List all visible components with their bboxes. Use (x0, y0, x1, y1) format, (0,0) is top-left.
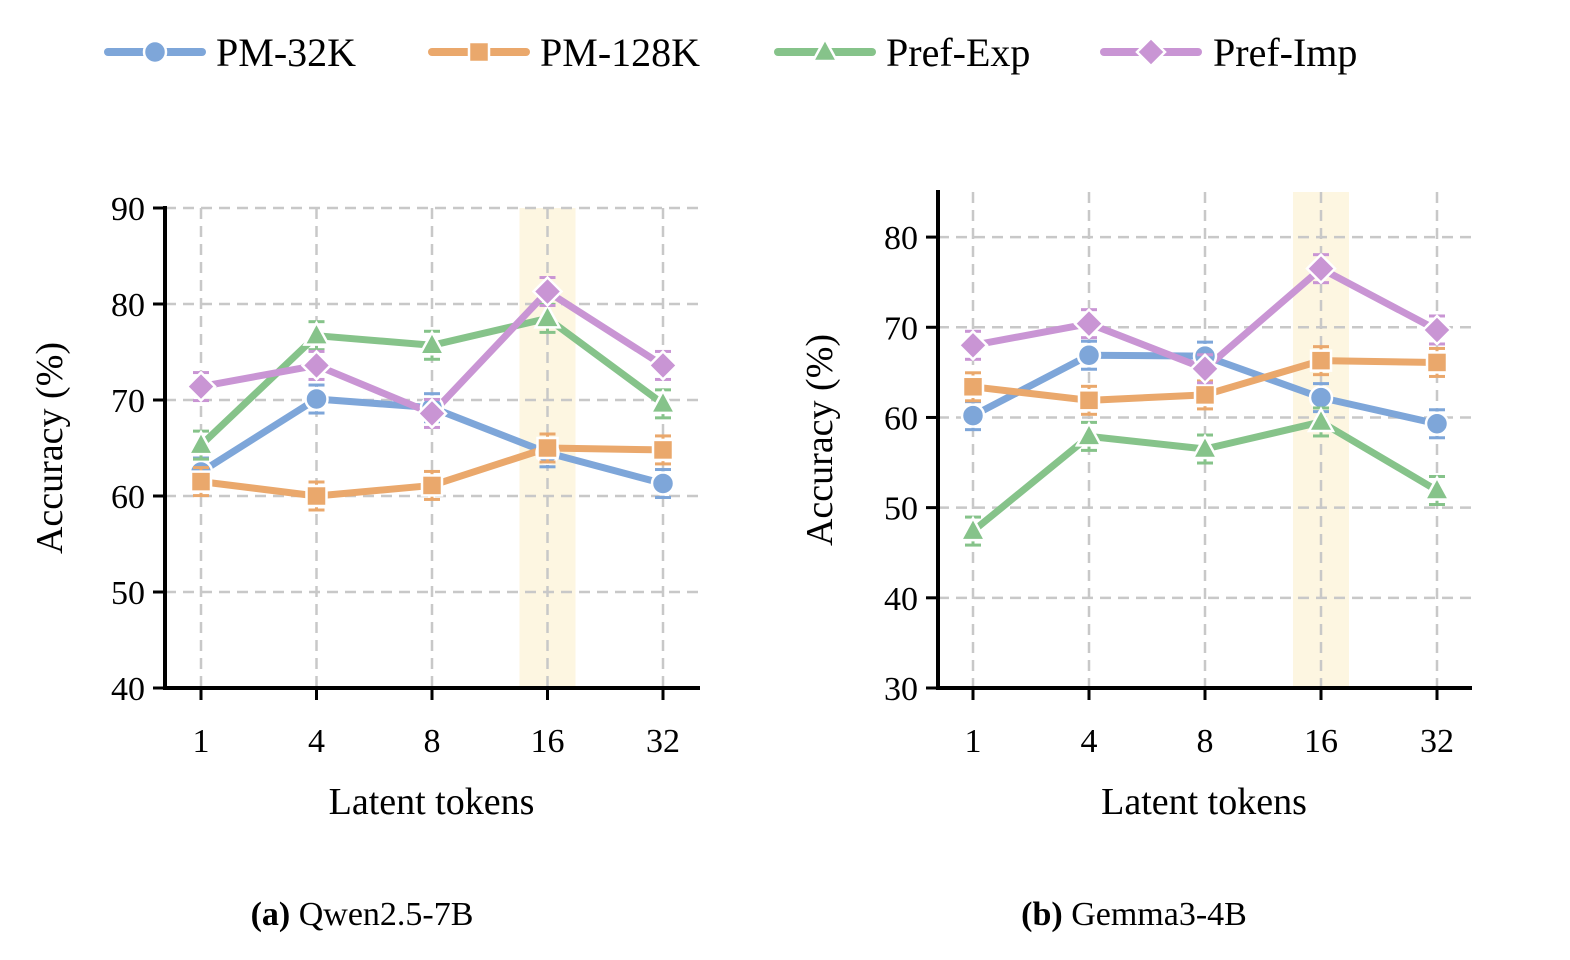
data-point-pm-32k (1424, 411, 1450, 437)
chart-panel-qwen: 40 50 60 70 80 90 1 4 8 16 32 Latent tokens Accura… (29, 191, 700, 933)
y-tick-label: 40 (111, 671, 145, 708)
x-tick-label: 8 (1197, 723, 1214, 760)
data-point-pm-128k (420, 474, 444, 497)
data-point-pm-128k (536, 436, 559, 460)
data-point-pref-imp (957, 329, 989, 362)
x-tick-label: 32 (1420, 723, 1454, 760)
y-tick-label: 70 (111, 383, 145, 420)
data-point-pref-imp (1073, 307, 1105, 340)
data-point-pm-32k (1308, 385, 1334, 410)
caption-text-qwen: Qwen2.5-7B (299, 896, 474, 933)
legend-label-pref-exp: Pref-Exp (886, 30, 1030, 75)
data-point-pref-imp (1421, 314, 1453, 346)
caption-prefix-qwen: (a) (251, 896, 291, 933)
data-point-pref-imp (300, 349, 333, 382)
y-axis-label-gemma: Accuracy (%) (799, 334, 841, 546)
data-point-pm-128k (651, 438, 675, 462)
legend-swatch-pm-128k (428, 40, 530, 64)
series-pm-128k (189, 432, 675, 512)
data-point-pm-128k (189, 470, 213, 493)
data-point-pref-imp (185, 370, 217, 403)
legend-swatch-pref-imp (1100, 36, 1202, 68)
caption-prefix-gemma: (b) (1021, 896, 1063, 933)
x-tick-label: 16 (1304, 723, 1338, 760)
plot-area-qwen: 40 50 60 70 80 90 1 4 8 16 32 (111, 191, 700, 760)
y-tick-label: 40 (884, 581, 918, 618)
data-point-pref-exp (1306, 406, 1336, 433)
caption-qwen: (a) Qwen2.5-7B (251, 896, 474, 933)
y-tick-label: 60 (884, 400, 918, 437)
legend-entry-pref-imp: Pref-Imp (1100, 30, 1357, 75)
legend-entry-pm-128k: PM-128K (428, 30, 700, 75)
legend-label-pm-128k: PM-128K (540, 30, 700, 75)
series-pref-imp (957, 252, 1453, 385)
series-pm-128k (961, 345, 1449, 416)
x-axis-label-gemma: Latent tokens (1101, 781, 1307, 823)
y-tick-label: 50 (111, 575, 145, 612)
y-tick-label: 70 (884, 310, 918, 347)
legend-marker-pref-exp (810, 36, 840, 63)
legend-swatch-pref-exp (774, 36, 876, 63)
plot-area-gemma: 30 40 50 60 70 80 1 4 8 16 32 (884, 190, 1472, 760)
legend-marker-pref-imp (1135, 36, 1167, 68)
data-point-pm-32k (1076, 342, 1102, 368)
data-point-pm-32k (650, 471, 676, 496)
data-point-pm-128k (1193, 383, 1217, 407)
series-pref-exp (958, 406, 1452, 547)
data-point-pref-imp (531, 275, 564, 308)
x-axis-label-qwen: Latent tokens (329, 781, 535, 823)
legend-entry-pm-32k: PM-32K (104, 30, 356, 75)
data-point-pm-128k (1077, 389, 1101, 412)
data-point-pm-128k (1309, 349, 1333, 372)
caption-text-gemma: Gemma3-4B (1071, 896, 1247, 933)
data-point-pref-exp (648, 388, 678, 415)
x-tick-label: 1 (965, 723, 982, 760)
y-tick-label: 50 (884, 491, 918, 528)
x-tick-label: 8 (424, 723, 441, 760)
data-point-pref-exp (417, 329, 447, 356)
y-axis-label-qwen: Accuracy (%) (29, 342, 71, 554)
data-point-pref-imp (416, 397, 448, 430)
caption-gemma: (b) Gemma3-4B (1021, 896, 1247, 933)
y-tick-label: 90 (111, 191, 145, 228)
data-point-pm-128k (961, 375, 985, 399)
y-tick-label: 30 (884, 671, 918, 708)
data-point-pm-32k (960, 403, 986, 428)
legend-label-pm-32k: PM-32K (216, 30, 356, 75)
data-point-pref-exp (1422, 474, 1452, 501)
data-point-pref-exp (958, 515, 988, 542)
chart-panel-gemma: 30 40 50 60 70 80 1 4 8 16 32 Latent tokens Accura… (799, 190, 1472, 933)
data-point-pref-imp (647, 349, 679, 382)
data-point-pm-128k (1425, 351, 1449, 374)
legend: PM-32K PM-128K Pref-Exp Pref-Imp (104, 30, 1357, 75)
x-tick-label: 16 (531, 723, 565, 760)
data-point-pref-exp (186, 429, 216, 456)
x-tick-label: 4 (1081, 723, 1098, 760)
y-tick-label: 60 (111, 479, 145, 516)
data-point-pm-128k (305, 484, 328, 508)
y-tick-label: 80 (884, 220, 918, 257)
data-point-pref-imp (1305, 252, 1337, 285)
legend-marker-pm-128k (467, 40, 491, 64)
x-tick-label: 1 (193, 723, 210, 760)
data-point-pref-imp (1189, 352, 1221, 385)
legend-swatch-pm-32k (104, 39, 206, 65)
data-point-pm-32k (304, 386, 329, 412)
legend-marker-pm-32k (142, 39, 168, 65)
x-tick-label: 32 (646, 723, 680, 760)
y-tick-label: 80 (111, 287, 145, 324)
data-point-pref-exp (533, 302, 562, 329)
series-pref-imp (185, 275, 679, 430)
legend-label-pref-imp: Pref-Imp (1213, 30, 1357, 75)
legend-entry-pref-exp: Pref-Exp (774, 30, 1030, 75)
data-point-pref-exp (302, 320, 331, 346)
x-tick-label: 4 (308, 723, 325, 760)
data-point-pref-exp (1074, 420, 1104, 447)
data-point-pref-exp (1190, 433, 1220, 460)
